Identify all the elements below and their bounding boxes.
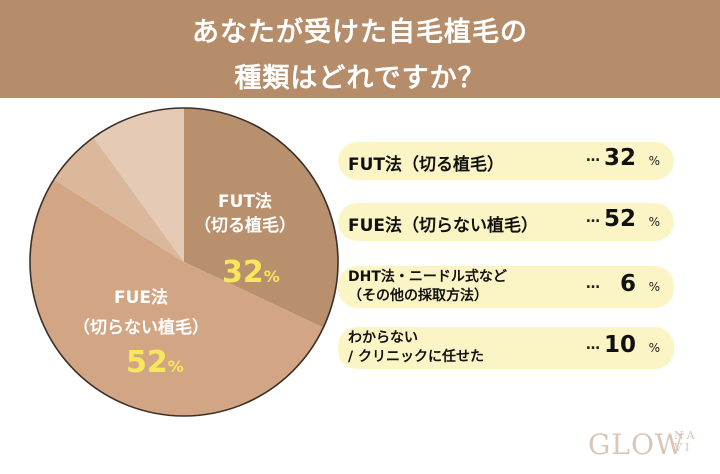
legend-label-line2: （その他の採取方法）: [348, 288, 488, 304]
pie-label-fut-sub: （切る植毛）: [194, 216, 296, 236]
logo-sub-bottom: VI: [674, 441, 693, 454]
pie-chart: [29, 107, 339, 417]
legend-label-line1: DHT法・ニードル式など: [348, 269, 507, 285]
legend-label: DHT法・ニードル式など （その他の採取方法）: [348, 268, 507, 306]
pie-slice-fue: [29, 179, 324, 417]
title-banner: あなたが受けた自毛植毛の 種類はどれですか？: [0, 0, 720, 98]
legend-value: 10: [603, 332, 636, 358]
logo-sub-top: NA: [674, 429, 698, 442]
pie-pct-fue: 52%: [126, 345, 184, 380]
legend-label-line1: わからない: [348, 330, 418, 346]
legend-dots: …: [586, 149, 600, 165]
legend-item-dht: DHT法・ニードル式など （その他の採取方法） … 6 %: [338, 266, 674, 308]
pie-label-fue-name: FUE法: [113, 288, 169, 308]
legend-value: 32: [603, 145, 636, 171]
glownavi-logo: GLOW NA VI: [588, 428, 695, 461]
legend-unit: %: [648, 341, 660, 355]
pie-pct-fue-value: 52: [126, 345, 168, 380]
legend-label: わからない / クリニックに任せた: [348, 329, 484, 367]
title-line-2: 種類はどれですか？: [234, 63, 486, 94]
legend-label: FUE法（切らない植毛）: [348, 216, 539, 236]
pie-pct-fut-value: 32: [222, 255, 264, 290]
pie-label-fue: FUE法 （切らない植毛）: [56, 286, 226, 340]
logo-sub: NA VI: [674, 430, 698, 454]
legend-item-fue: FUE法（切らない植毛） … 52 %: [338, 203, 674, 241]
pie-slice-dht: [53, 137, 185, 262]
pie-slice-fut: [184, 108, 338, 328]
pie-pct-fut-unit: %: [263, 267, 280, 286]
title-line-1: あなたが受けた自毛植毛の: [192, 17, 528, 48]
pie-pct-fue-unit: %: [167, 357, 184, 376]
legend-value: 6: [619, 271, 636, 297]
legend-unit: %: [648, 154, 660, 168]
legend-label: FUT法（切る植毛）: [348, 155, 505, 175]
legend-value: 52: [603, 206, 636, 232]
legend-dots: …: [586, 337, 600, 353]
logo-main: GLOW: [588, 428, 685, 461]
legend-label-line2: / クリニックに任せた: [348, 349, 484, 365]
pie-label-fue-sub: （切らない植毛）: [73, 318, 209, 338]
legend-dots: …: [586, 210, 600, 226]
legend-dots: …: [586, 276, 600, 292]
pie-label-fut: FUT法 （切る植毛）: [190, 190, 300, 238]
pie-label-fut-name: FUT法: [217, 192, 272, 212]
legend-item-unknown: わからない / クリニックに任せた … 10 %: [338, 327, 674, 369]
pie-pct-fut: 32%: [222, 255, 280, 290]
pie-slice-unknown: [93, 108, 184, 262]
legend-unit: %: [648, 215, 660, 229]
legend-item-fut: FUT法（切る植毛） … 32 %: [338, 142, 674, 180]
legend-unit: %: [648, 280, 660, 294]
